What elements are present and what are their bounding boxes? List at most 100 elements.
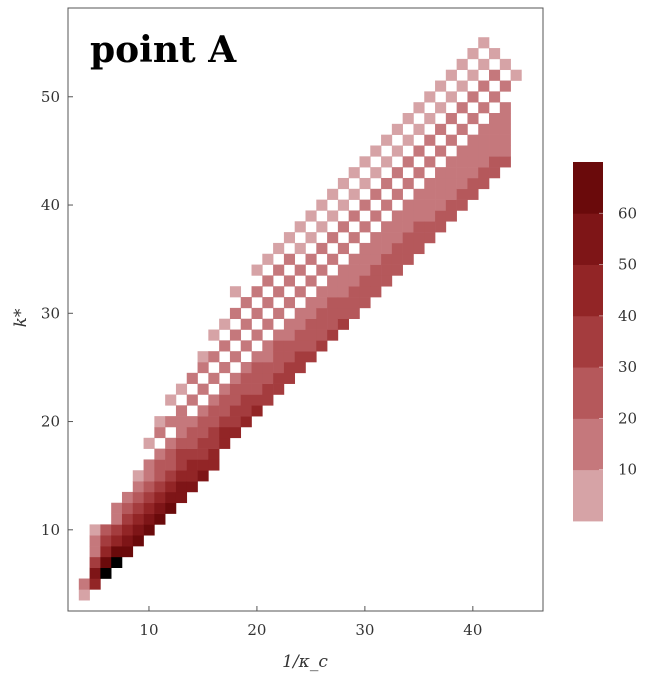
heatmap-cell	[229, 286, 242, 298]
heatmap-cell	[219, 416, 231, 428]
heatmap-cell	[143, 481, 155, 493]
heatmap-cell	[251, 307, 263, 320]
heatmap-cell	[121, 524, 134, 536]
heatmap-cell	[262, 372, 274, 384]
heatmap-cell	[219, 394, 231, 406]
heatmap-cell	[478, 177, 490, 190]
heatmap-cell	[381, 199, 393, 211]
heatmap-cell	[359, 242, 371, 255]
heatmap-cells	[78, 37, 522, 601]
colorbar-band	[573, 162, 603, 214]
y-tick-label: 40	[41, 196, 60, 214]
heatmap-cell	[402, 113, 414, 125]
heatmap-cell	[100, 535, 112, 547]
heatmap-cell	[337, 221, 349, 233]
heatmap-cell	[273, 242, 285, 255]
heatmap-cell	[186, 372, 198, 384]
heatmap-cell	[283, 253, 296, 265]
heatmap-cell	[370, 188, 382, 200]
heatmap-cell	[424, 232, 436, 244]
heatmap-cell	[262, 394, 274, 406]
heatmap-cell	[240, 297, 252, 309]
x-axis: 10 20 30 40	[139, 606, 482, 639]
heatmap-cell	[294, 307, 306, 320]
heatmap-cell	[186, 426, 198, 439]
heatmap-cell	[132, 481, 144, 493]
heatmap-cell	[499, 156, 511, 168]
heatmap-cell	[489, 48, 501, 60]
heatmap-cell	[305, 318, 317, 330]
heatmap-cell	[208, 426, 220, 439]
heatmap-cell	[294, 340, 306, 352]
heatmap-cell	[424, 199, 436, 211]
heatmap-cell	[467, 48, 479, 60]
heatmap-cell	[186, 394, 198, 406]
colorbar-band	[573, 213, 603, 265]
heatmap-cell	[327, 275, 339, 287]
heatmap-cell	[391, 221, 403, 233]
heatmap-cell	[111, 513, 123, 525]
heatmap-cell	[197, 383, 209, 395]
heatmap-cell	[273, 372, 285, 384]
heatmap-cell	[456, 177, 468, 190]
heatmap-cell	[143, 491, 155, 504]
colorbar-tick-label: 20	[618, 409, 637, 427]
heatmap-cell	[208, 394, 220, 406]
heatmap-cell	[445, 210, 457, 222]
heatmap-cell	[413, 188, 425, 200]
y-axis: 10 20 30 40 50	[41, 88, 73, 539]
heatmap-cell	[175, 470, 188, 482]
y-axis-title: k*	[11, 308, 31, 327]
heatmap-cell	[143, 524, 155, 536]
heatmap-cell	[381, 253, 393, 265]
heatmap-cell	[316, 264, 328, 276]
heatmap-cell	[359, 275, 371, 287]
heatmap-cell	[435, 123, 447, 135]
heatmap-cell	[283, 318, 296, 330]
heatmap-cell	[165, 491, 177, 504]
heatmap-cell	[273, 383, 285, 395]
heatmap-cell	[489, 113, 501, 125]
heatmap-cell	[100, 524, 112, 536]
heatmap-cell	[229, 329, 242, 341]
heatmap-cell	[165, 502, 177, 514]
chart-title: point A	[90, 29, 237, 71]
heatmap-cell	[219, 383, 231, 395]
heatmap-cell	[456, 80, 468, 92]
heatmap-cell	[499, 145, 511, 157]
heatmap-cell	[283, 372, 296, 384]
heatmap-cell	[251, 264, 263, 276]
heatmap-cell	[456, 156, 468, 168]
heatmap-cell	[381, 156, 393, 168]
heatmap-cell	[186, 459, 198, 471]
heatmap-cell	[132, 502, 144, 514]
heatmap-cell	[89, 567, 101, 579]
heatmap-cell	[337, 297, 349, 309]
heatmap-cell	[348, 297, 360, 309]
heatmap-cell	[305, 329, 317, 341]
heatmap-cell	[435, 177, 447, 190]
heatmap-cell	[402, 242, 414, 255]
heatmap-cell	[273, 340, 285, 352]
heatmap-cell	[154, 481, 166, 493]
heatmap-cell	[359, 177, 371, 190]
heatmap-cell	[143, 459, 155, 471]
heatmap-cell	[305, 275, 317, 287]
heatmap-cell	[478, 102, 490, 114]
heatmap-cell	[337, 307, 349, 320]
heatmap-cell	[121, 491, 134, 504]
heatmap-cell	[89, 546, 101, 558]
heatmap-cell	[89, 556, 101, 568]
heatmap-cell	[445, 188, 457, 200]
heatmap-cell	[197, 405, 209, 417]
heatmap-cell	[316, 221, 328, 233]
heatmap-cell	[445, 199, 457, 211]
heatmap-cell	[273, 264, 285, 276]
heatmap-cell	[229, 416, 242, 428]
heatmap-cell	[197, 362, 209, 374]
heatmap-cell	[251, 286, 263, 298]
heatmap-cell	[175, 437, 188, 449]
heatmap-cell	[175, 459, 188, 471]
colorbar-tick-label: 30	[618, 358, 637, 376]
